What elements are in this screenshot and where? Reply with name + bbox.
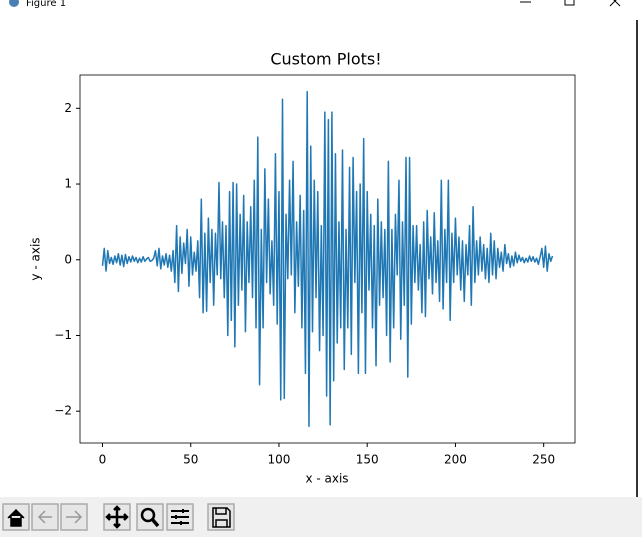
x-tick-label: 200	[444, 453, 467, 467]
zoom-handle	[150, 517, 160, 528]
y-tick-label: 2	[64, 101, 72, 115]
x-tick-label: 250	[532, 453, 555, 467]
x-axis-label: x - axis	[305, 472, 348, 486]
back-icon	[37, 510, 52, 524]
chart-title: Custom Plots!	[270, 50, 381, 69]
data-line	[101, 90, 554, 428]
toolbar	[0, 497, 642, 537]
window-title: Figure 1	[26, 0, 66, 9]
x-tick-label: 50	[183, 453, 198, 467]
close-button[interactable]	[609, 0, 621, 7]
save-icon	[212, 507, 231, 528]
y-tick-label: −2	[54, 404, 72, 418]
forward-icon	[66, 510, 83, 524]
pan-icon	[105, 505, 129, 529]
y-tick-label: 1	[64, 177, 72, 191]
zoom-icon	[140, 507, 156, 523]
axes-frame	[79, 74, 576, 444]
x-tick-label: 0	[99, 453, 107, 467]
x-tick-label: 150	[356, 453, 379, 467]
configure-icon	[171, 509, 189, 525]
app-icon	[9, 0, 19, 7]
toolbar-buttons	[2, 503, 235, 531]
home-icon	[7, 508, 25, 527]
x-tick-label: 100	[268, 453, 291, 467]
y-tick-label: −1	[54, 328, 72, 342]
back-button[interactable]	[31, 503, 59, 531]
maximize-button[interactable]	[564, 0, 575, 6]
y-axis-label: y - axis	[29, 237, 43, 280]
zoom-button[interactable]	[136, 503, 164, 531]
y-tick-label: 0	[64, 252, 72, 266]
